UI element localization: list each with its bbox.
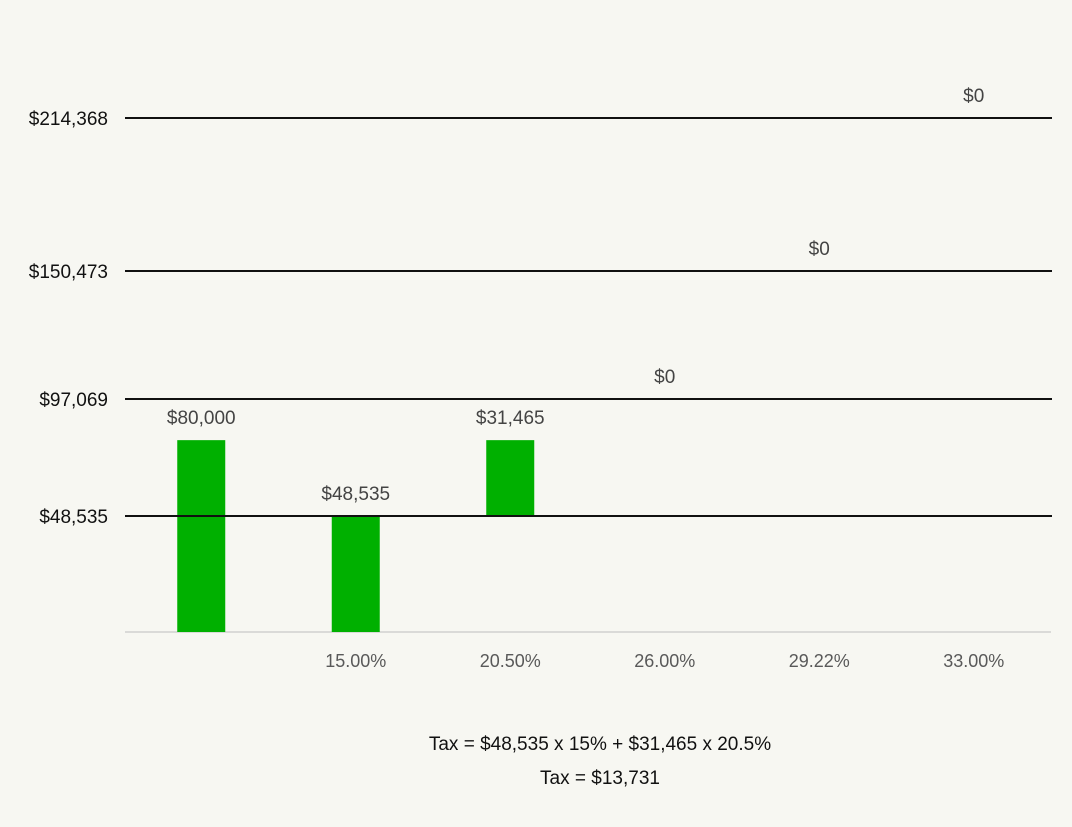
category-label-4: 29.22% bbox=[789, 651, 850, 671]
bracket-label-0: $48,535 bbox=[39, 507, 108, 528]
data-label-3: $0 bbox=[654, 367, 675, 388]
tax-total: Tax = $13,731 bbox=[540, 768, 660, 789]
category-label-5: 33.00% bbox=[943, 651, 1004, 671]
tax-formula: Tax = $48,535 x 15% + $31,465 x 20.5% bbox=[428, 734, 772, 755]
data-label-5: $0 bbox=[963, 86, 984, 107]
data-label-0: $80,000 bbox=[167, 408, 236, 429]
tax-bracket-chart: $48,535 $97,069 $150,473 $214,368 $80,000 $48… bbox=[29, 86, 1052, 671]
category-label-2: 20.50% bbox=[480, 651, 541, 671]
bracket-label-2: $150,473 bbox=[29, 262, 108, 283]
data-label-1: $48,535 bbox=[321, 484, 390, 505]
data-label-2: $31,465 bbox=[476, 408, 545, 429]
data-label-4: $0 bbox=[809, 239, 830, 260]
bar-2 bbox=[486, 440, 535, 516]
bar-0 bbox=[177, 440, 226, 632]
category-label-1: 15.00% bbox=[325, 651, 386, 671]
bar-1 bbox=[331, 516, 380, 632]
category-label-3: 26.00% bbox=[634, 651, 695, 671]
bracket-label-1: $97,069 bbox=[39, 390, 108, 411]
bracket-label-3: $214,368 bbox=[29, 109, 108, 130]
